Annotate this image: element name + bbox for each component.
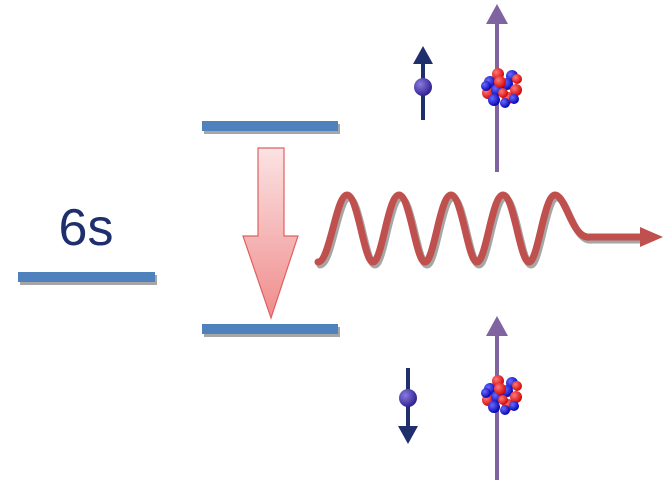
nucleus	[481, 375, 522, 415]
transition-arrow	[243, 148, 298, 318]
electron-spin-up	[413, 46, 433, 120]
level-label: 6s	[59, 199, 114, 257]
electron-spin-down	[398, 368, 418, 444]
page: 6s (() => { const data = JSON.parse(doc	[0, 0, 666, 481]
nucleus	[481, 68, 522, 108]
photon-wave	[318, 195, 663, 265]
diagram: 6s	[0, 0, 666, 481]
